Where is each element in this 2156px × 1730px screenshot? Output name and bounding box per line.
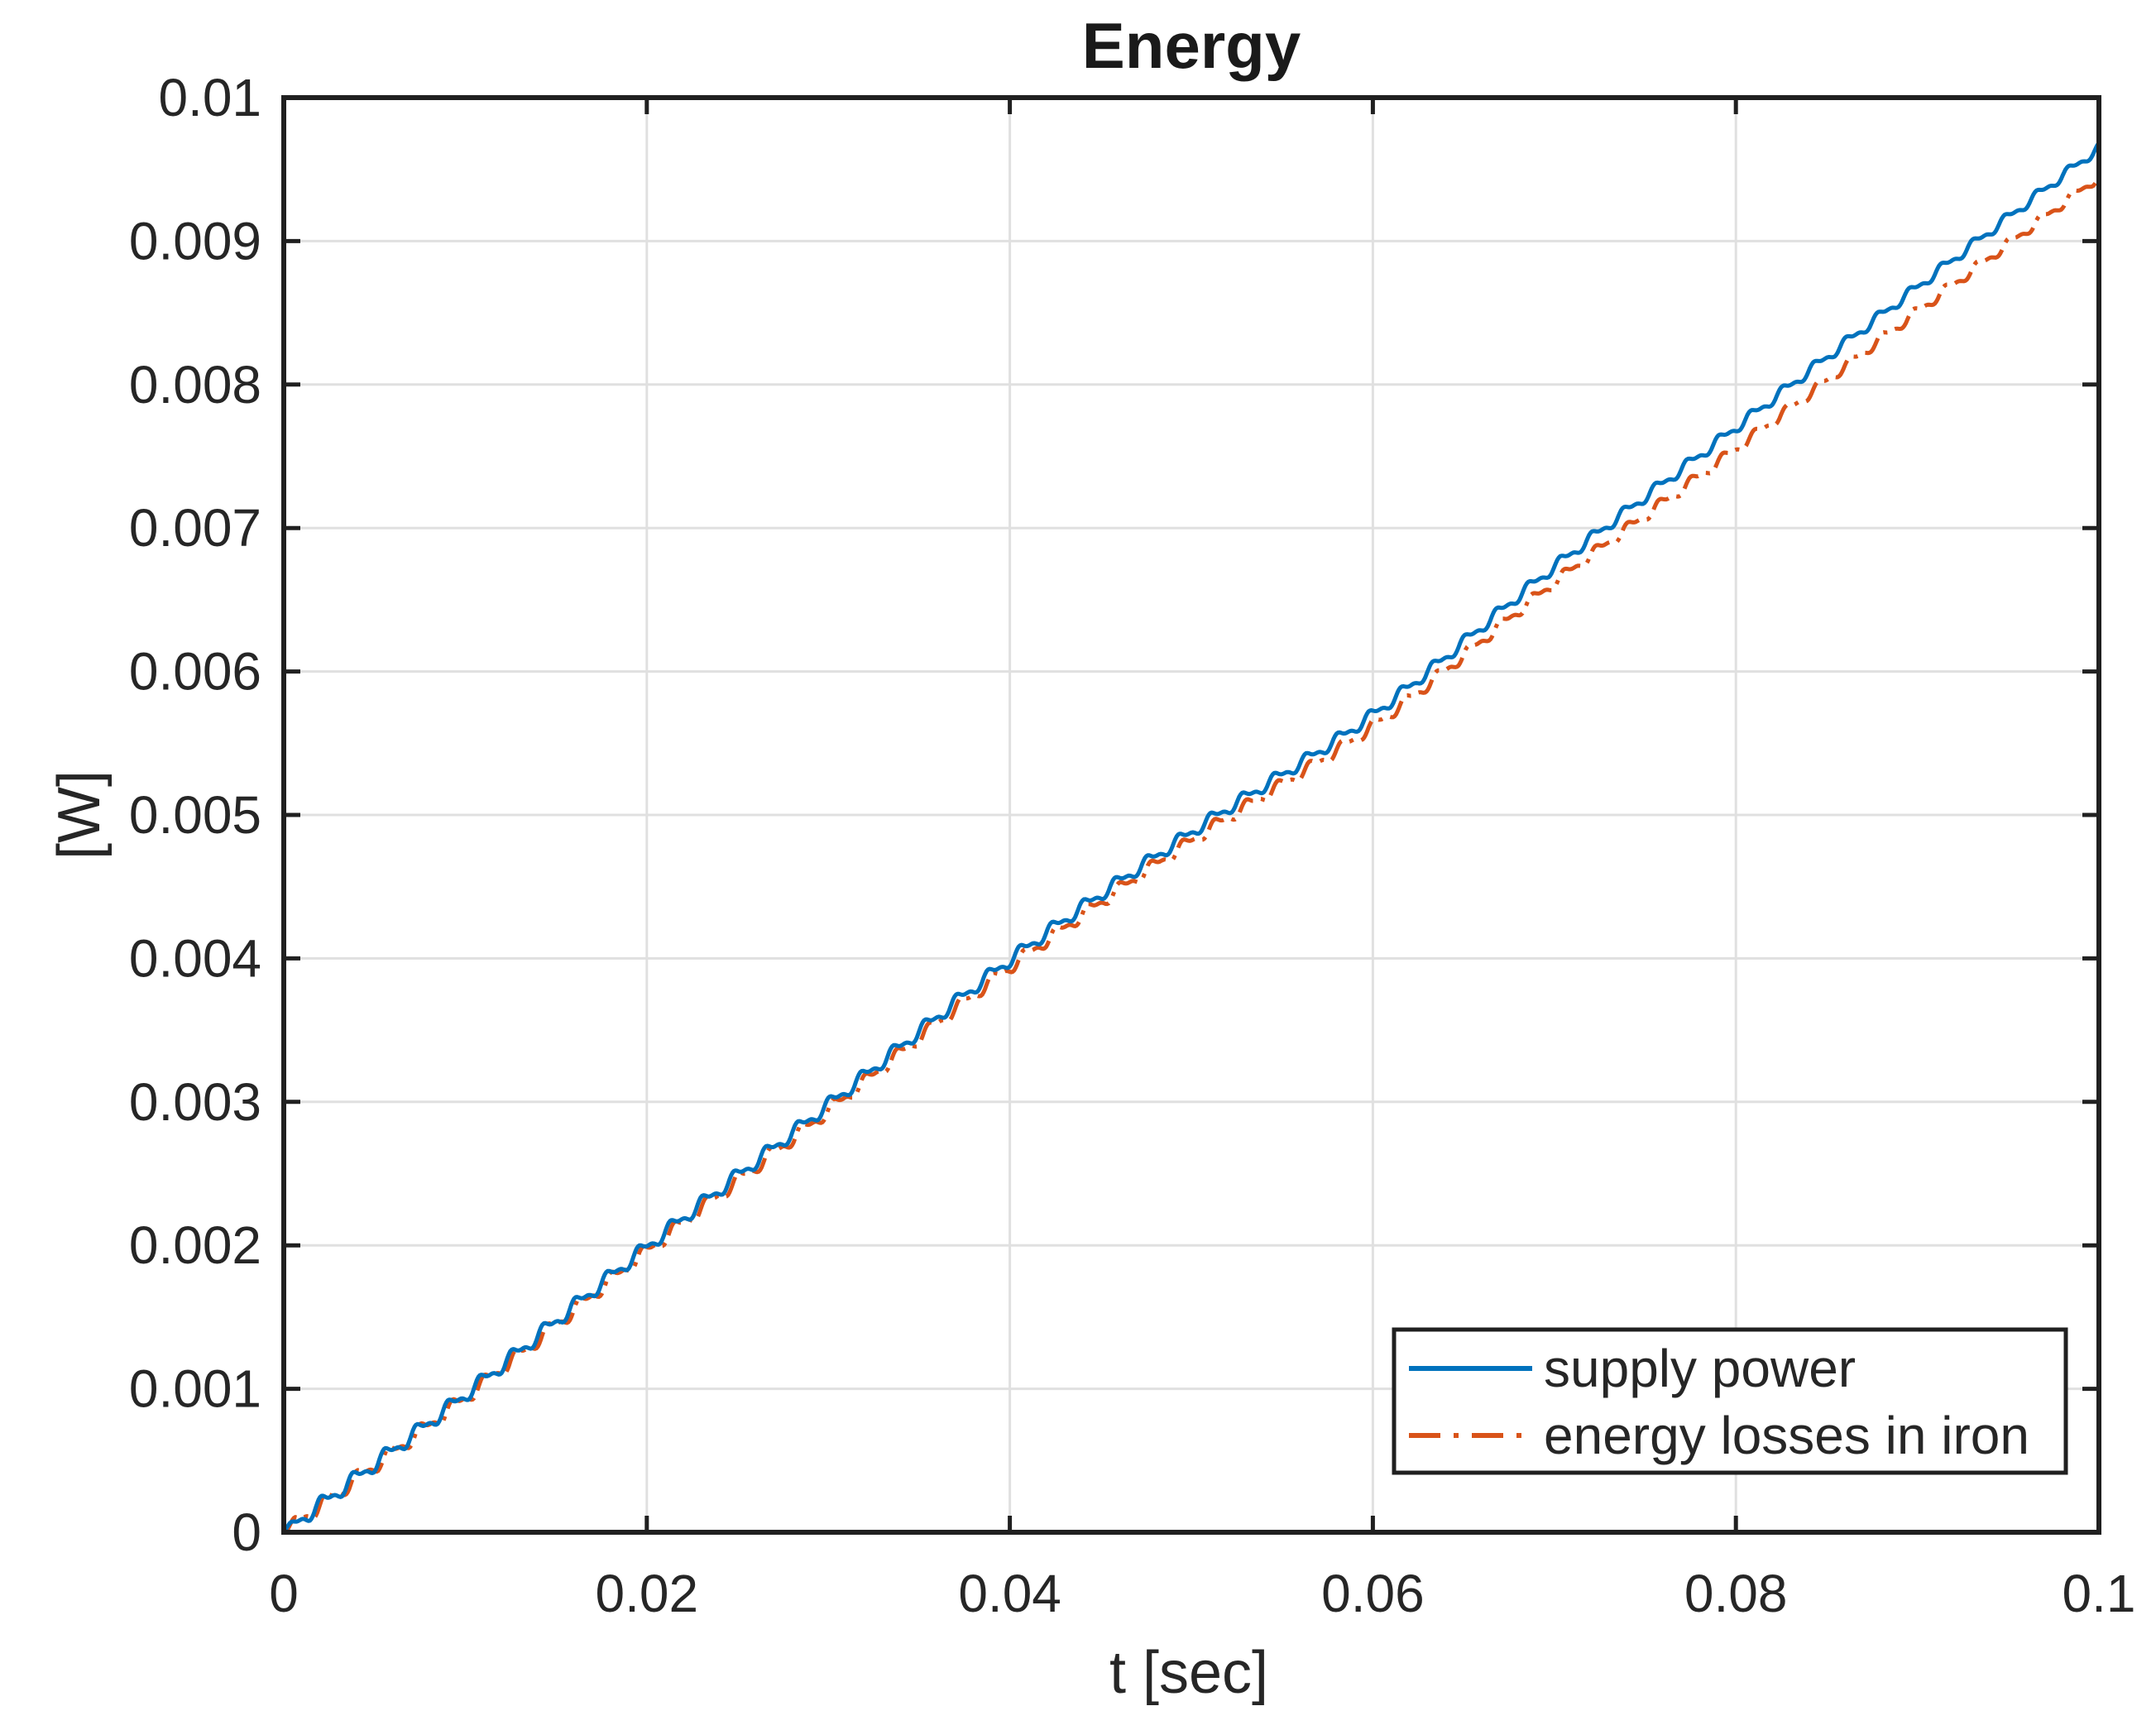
legend-box [1392,1327,2068,1475]
y-axis-label: [W] [46,770,113,860]
data-curves [282,141,2101,1535]
y-tick-label: 0.01 [158,68,261,127]
y-tick-label: 0.008 [129,355,261,415]
series-supply-power [282,141,2101,1534]
y-tick-label: 0.007 [129,498,261,558]
series-energy-losses-in-iron [283,175,2101,1535]
x-tick-label: 0 [269,1564,299,1623]
axis-tick-labels: 0 0.02 0.04 0.06 0.08 0.1 0 0.001 0.002 0.003 0.00… [129,68,2136,1623]
x-tick-label: 0.1 [2063,1564,2136,1623]
legend: supply power energy losses in iron [1392,1327,2068,1475]
grid [284,98,2099,1532]
legend-label-energy-losses: energy losses in iron [1544,1406,2029,1465]
y-tick-label: 0.002 [129,1215,261,1275]
x-tick-label: 0.08 [1684,1564,1788,1623]
x-tick-label: 0.04 [958,1564,1061,1623]
x-axis-label: t [sec] [1109,1640,1268,1706]
chart-title: Energy [1082,9,1301,82]
axes-border [281,95,2101,1535]
y-tick-label: 0.003 [129,1072,261,1132]
y-tick-label: 0.001 [129,1359,261,1419]
x-tick-label: 0.02 [596,1564,699,1623]
y-tick-label: 0 [232,1502,261,1562]
legend-label-supply-power: supply power [1544,1339,1856,1398]
y-tick-label: 0.006 [129,642,261,702]
y-tick-label: 0.009 [129,211,261,271]
y-tick-label: 0.004 [129,928,261,988]
x-tick-label: 0.06 [1321,1564,1425,1623]
y-tick-label: 0.005 [129,785,261,845]
